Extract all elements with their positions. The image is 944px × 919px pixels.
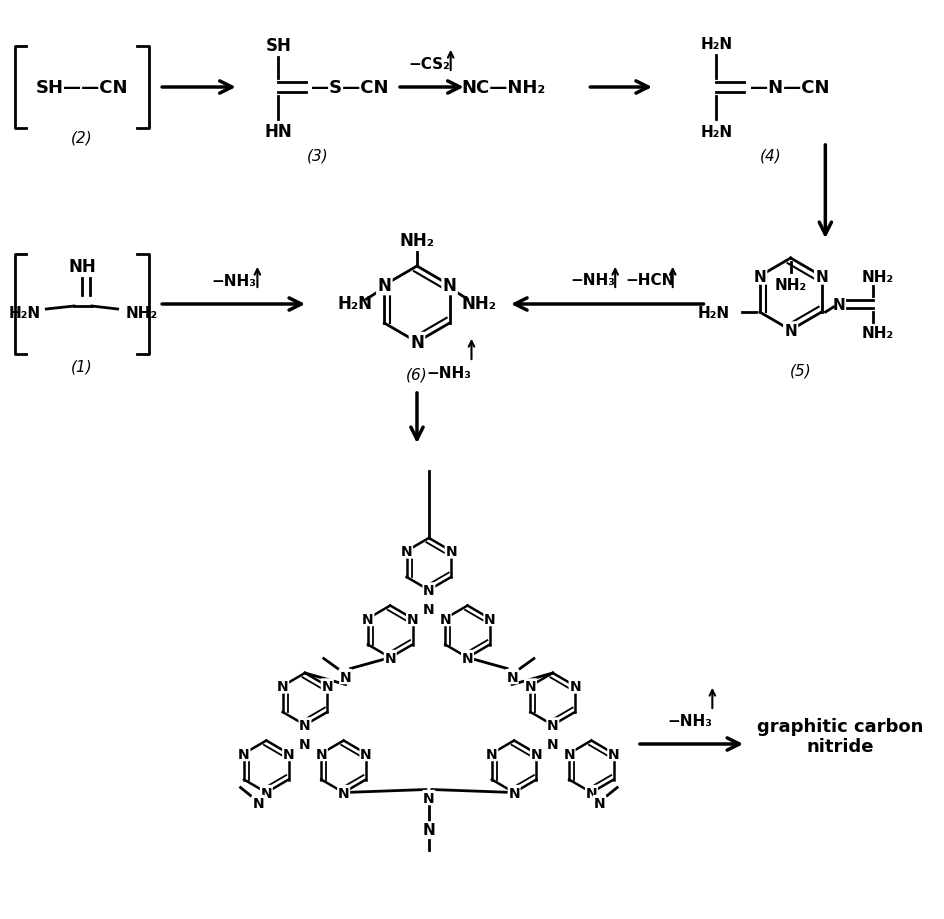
Text: N: N <box>547 718 558 732</box>
Text: N: N <box>445 544 457 559</box>
Text: N: N <box>423 602 434 617</box>
Text: HN: HN <box>264 123 292 141</box>
Text: N: N <box>607 747 619 761</box>
Text: SH: SH <box>265 37 291 55</box>
Text: N: N <box>406 612 418 626</box>
Text: N: N <box>483 612 496 626</box>
Text: −NH₃: −NH₃ <box>569 272 615 288</box>
Text: N: N <box>815 269 827 284</box>
Text: N: N <box>299 737 311 751</box>
Text: NH₂: NH₂ <box>399 232 434 250</box>
Text: N: N <box>315 747 327 761</box>
Text: −NH₃: −NH₃ <box>211 273 256 289</box>
Text: H₂N: H₂N <box>697 305 729 320</box>
Text: N: N <box>340 670 351 684</box>
Text: N: N <box>252 796 264 810</box>
Text: N: N <box>384 651 396 664</box>
Text: H₂N: H₂N <box>337 295 372 312</box>
Text: NH₂: NH₂ <box>774 278 806 292</box>
Text: (5): (5) <box>789 363 811 378</box>
Text: N: N <box>568 679 581 693</box>
Text: H₂N: H₂N <box>8 305 41 320</box>
Text: N: N <box>462 651 473 664</box>
Text: NH: NH <box>68 257 95 276</box>
Text: (1): (1) <box>71 359 93 374</box>
Text: SH——CN: SH——CN <box>36 79 128 96</box>
Text: −CS₂: −CS₂ <box>408 56 449 72</box>
Text: NH₂: NH₂ <box>861 269 893 284</box>
Text: N: N <box>563 747 574 761</box>
Text: N: N <box>360 747 371 761</box>
Text: N: N <box>337 786 349 800</box>
Text: N: N <box>400 544 412 559</box>
Text: N: N <box>585 786 597 800</box>
Text: N: N <box>784 323 796 338</box>
Text: (4): (4) <box>759 148 781 164</box>
Text: N: N <box>506 670 517 684</box>
Text: N: N <box>547 737 558 751</box>
Text: N: N <box>832 297 845 312</box>
Text: −NH₃: −NH₃ <box>666 714 711 729</box>
Text: N: N <box>277 679 288 693</box>
Text: N: N <box>362 612 373 626</box>
Text: −NH₃: −NH₃ <box>426 365 471 380</box>
Text: N: N <box>423 584 434 597</box>
Text: N: N <box>530 747 542 761</box>
Text: N: N <box>410 334 424 352</box>
Text: N: N <box>423 790 434 805</box>
Text: —S—CN: —S—CN <box>311 79 388 96</box>
Text: NH₂: NH₂ <box>861 325 893 340</box>
Text: N: N <box>238 747 249 761</box>
Text: N: N <box>524 679 535 693</box>
Text: N: N <box>377 277 391 295</box>
Text: NC—NH₂: NC—NH₂ <box>461 79 545 96</box>
Text: N: N <box>485 747 497 761</box>
Text: N: N <box>422 823 435 837</box>
Text: H₂N: H₂N <box>700 37 732 51</box>
Text: N: N <box>299 718 311 732</box>
Text: NH₂: NH₂ <box>462 295 497 312</box>
Text: (3): (3) <box>307 148 329 164</box>
Text: N: N <box>593 796 604 810</box>
Text: −HCN: −HCN <box>625 272 674 288</box>
Text: (2): (2) <box>71 130 93 145</box>
Text: N: N <box>321 679 332 693</box>
Text: —N—CN: —N—CN <box>750 79 829 96</box>
Text: N: N <box>442 277 456 295</box>
Text: NH₂: NH₂ <box>126 305 158 320</box>
Text: N: N <box>752 269 766 284</box>
Text: H₂N: H₂N <box>700 124 732 140</box>
Text: graphitic carbon
nitride: graphitic carbon nitride <box>756 717 922 755</box>
Text: N: N <box>439 612 450 626</box>
Text: (6): (6) <box>406 367 428 382</box>
Text: N: N <box>282 747 295 761</box>
Text: N: N <box>508 786 519 800</box>
Text: N: N <box>261 786 272 800</box>
